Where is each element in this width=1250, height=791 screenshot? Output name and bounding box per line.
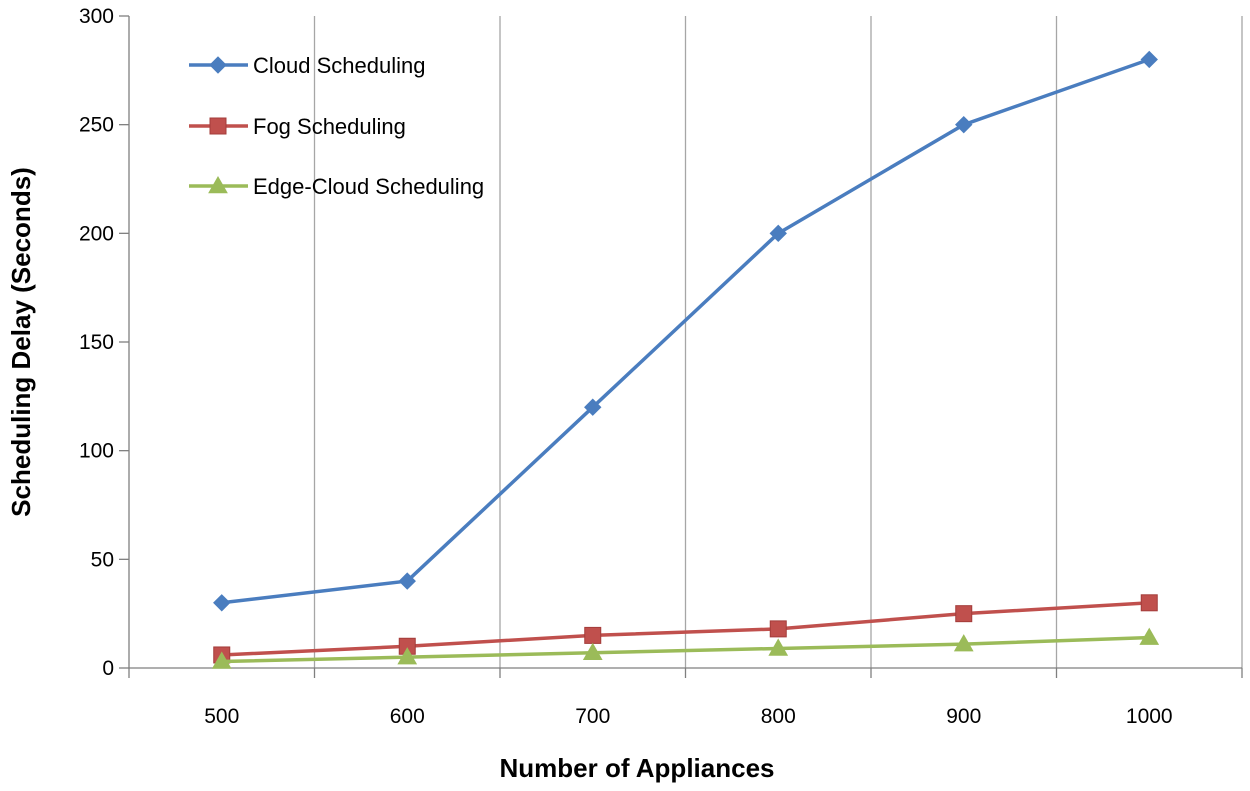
data-point-fog-scheduling	[769, 620, 787, 638]
data-point-cloud-scheduling	[955, 115, 973, 134]
x-tick-label: 1000	[1126, 705, 1173, 728]
series-line-cloud-scheduling	[221, 57, 1150, 605]
y-tick-label: 50	[91, 548, 114, 571]
legend-label: Cloud Scheduling	[253, 53, 425, 78]
x-tick-label: 700	[575, 705, 610, 728]
data-point-edge-cloud-scheduling	[582, 642, 603, 661]
data-point-edge-cloud-scheduling	[768, 638, 789, 656]
data-point-cloud-scheduling	[213, 594, 231, 612]
series-edge-cloud-scheduling	[211, 627, 1160, 669]
data-point-edge-cloud-scheduling	[211, 651, 232, 669]
legend: Cloud Scheduling Fog Scheduling Edge-Cloud…	[189, 53, 484, 199]
data-point-edge-cloud-scheduling	[1139, 627, 1160, 645]
legend-marker	[208, 175, 228, 194]
gridlines	[313, 16, 1243, 668]
series-layer	[211, 50, 1160, 669]
x-axis-title: Number of Appliances	[500, 753, 775, 783]
data-point-cloud-scheduling	[584, 398, 602, 416]
legend-marker	[209, 56, 227, 74]
legend-marker	[209, 117, 227, 135]
data-point-fog-scheduling	[955, 605, 973, 623]
data-point-cloud-scheduling	[398, 572, 416, 590]
data-point-fog-scheduling	[1140, 594, 1158, 612]
y-axis-title: Scheduling Delay (Seconds)	[6, 167, 36, 517]
y-tick-label: 150	[79, 331, 114, 354]
series-line-edge-cloud-scheduling	[221, 635, 1150, 664]
axes: 0 50 100 150 200 250 300 500 600 700 800 900 1000	[79, 5, 1243, 728]
legend-label: Fog Scheduling	[253, 114, 406, 139]
y-tick-label: 200	[79, 222, 114, 245]
x-tick-label: 500	[204, 705, 239, 728]
y-tick-label: 0	[102, 657, 114, 680]
series-line-fog-scheduling	[221, 601, 1150, 657]
y-tick-label: 300	[79, 5, 114, 28]
legend-label: Edge-Cloud Scheduling	[253, 174, 484, 199]
data-point-fog-scheduling	[584, 626, 602, 644]
data-point-edge-cloud-scheduling	[397, 647, 418, 665]
y-tick-label: 250	[79, 114, 114, 137]
x-tick-label: 600	[390, 705, 425, 728]
data-point-edge-cloud-scheduling	[953, 634, 974, 652]
series-cloud-scheduling	[213, 50, 1158, 612]
data-point-cloud-scheduling	[1140, 50, 1158, 69]
legend-item-cloud-scheduling: Cloud Scheduling	[189, 53, 425, 78]
x-tick-label: 900	[946, 705, 981, 728]
data-point-cloud-scheduling	[769, 224, 787, 243]
x-tick-label: 800	[761, 705, 796, 728]
y-tick-label: 100	[79, 440, 114, 463]
legend-item-fog-scheduling: Fog Scheduling	[189, 114, 406, 139]
legend-item-edge-cloud-scheduling: Edge-Cloud Scheduling	[189, 174, 484, 199]
